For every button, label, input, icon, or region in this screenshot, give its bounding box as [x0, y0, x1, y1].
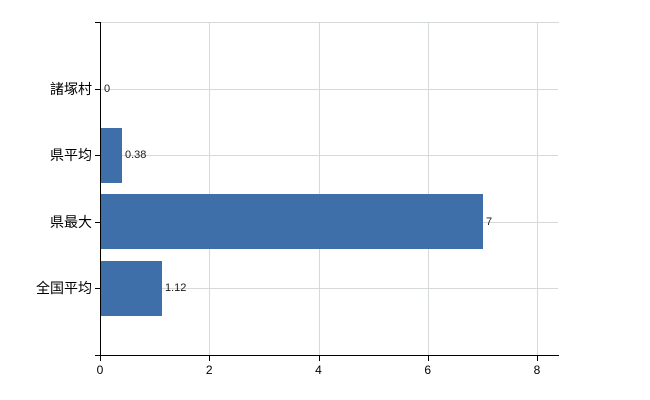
y-tick-mark — [95, 89, 100, 90]
y-axis-top-tick-mark — [95, 22, 100, 23]
vertical-gridline — [209, 22, 211, 355]
horizontal-gridline — [101, 288, 558, 289]
horizontal-gridline — [101, 89, 558, 90]
x-tick-mark — [537, 356, 538, 361]
x-tick-mark — [427, 356, 429, 361]
value-label: 7 — [486, 216, 493, 228]
x-tick-label: 6 — [424, 363, 432, 377]
category-label: 県平均 — [50, 147, 92, 163]
vertical-gridline — [427, 22, 429, 355]
x-tick-label: 8 — [533, 363, 541, 377]
x-tick-label: 2 — [205, 363, 213, 377]
x-tick-mark — [209, 356, 211, 361]
x-tick-mark — [318, 356, 320, 361]
vertical-gridline — [537, 22, 538, 355]
x-tick-mark — [100, 356, 101, 361]
x-tick-label: 0 — [96, 363, 104, 377]
x-axis-line — [95, 355, 559, 356]
value-label: 0 — [104, 83, 111, 95]
vertical-gridline — [318, 22, 320, 355]
y-tick-mark — [95, 288, 100, 289]
y-tick-mark — [95, 222, 100, 223]
value-label: 1.12 — [165, 282, 187, 294]
horizontal-gridline — [101, 155, 558, 156]
x-tick-label: 4 — [315, 363, 322, 377]
bar — [101, 128, 122, 183]
category-label: 全国平均 — [36, 280, 92, 296]
bar — [101, 261, 162, 316]
y-axis-line — [100, 22, 101, 361]
value-label: 0.38 — [125, 149, 147, 161]
category-label: 県最大 — [50, 214, 92, 230]
plot-top-border — [101, 22, 559, 23]
category-label: 諸塚村 — [50, 81, 92, 97]
bar — [101, 194, 483, 249]
y-tick-mark — [95, 155, 100, 156]
